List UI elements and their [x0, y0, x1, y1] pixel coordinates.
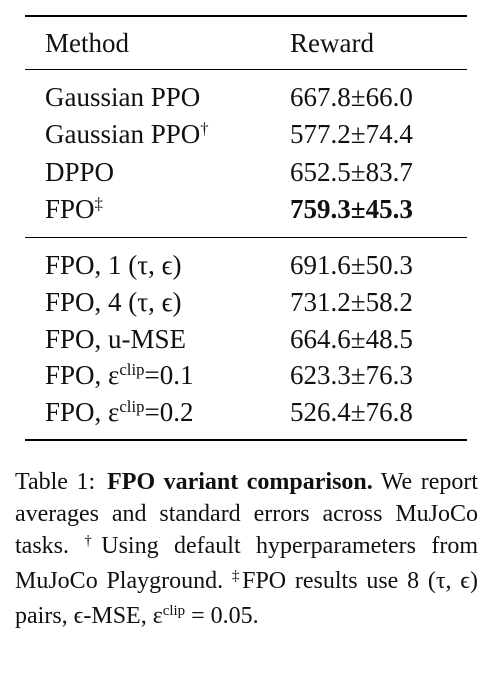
- caption-title: FPO variant comparison.: [107, 469, 373, 495]
- reward-cell: 667.8±66.0: [290, 81, 413, 113]
- caption-text: = 0.05.: [185, 603, 259, 629]
- reward-cell: 623.3±76.3: [290, 359, 413, 391]
- caption-label: Table 1:: [15, 469, 96, 495]
- reward-cell: 691.6±50.3: [290, 249, 413, 281]
- reward-cell: 652.5±83.7: [290, 156, 413, 188]
- method-tail: =0.1: [144, 360, 194, 391]
- method-tail: =0.2: [144, 397, 194, 428]
- method-cell: Gaussian PPO: [45, 81, 200, 113]
- method: FPO, ε: [45, 397, 120, 428]
- method: Gaussian PPO: [45, 82, 201, 112]
- reward: 577.2±74.4: [290, 119, 413, 150]
- reward-cell: 577.2±74.4: [290, 118, 413, 150]
- method: Gaussian PPO: [45, 119, 201, 150]
- reward: 691.6±50.3: [290, 250, 413, 280]
- method-cell: FPO, 1 (τ, ϵ): [45, 249, 182, 281]
- top-rule: [25, 15, 467, 17]
- method-cell: FPO‡: [45, 193, 103, 229]
- reward-cell: 731.2±58.2: [290, 286, 413, 318]
- reward: 664.6±48.5: [290, 323, 413, 354]
- method: FPO, ε: [45, 360, 120, 391]
- caption: Table 1: FPO variant comparison. We repo…: [15, 466, 478, 635]
- method-cell: FPO, εclip=0.2: [45, 396, 193, 432]
- method-sup: ‡: [94, 193, 103, 213]
- method-cell: FPO, u-MSE: [45, 323, 186, 355]
- caption-sup: †: [84, 532, 102, 549]
- method-sup: †: [200, 119, 209, 139]
- reward: 667.8±66.0: [290, 82, 413, 112]
- header-text: Reward: [290, 28, 374, 58]
- method-sup: clip: [119, 360, 145, 380]
- reward: 759.3±45.3: [290, 193, 413, 224]
- reward: 652.5±83.7: [290, 156, 413, 187]
- reward-cell: 664.6±48.5: [290, 323, 413, 355]
- caption-text: Using default hyperparameters from MuJoC…: [15, 533, 478, 594]
- group-rule: [25, 237, 467, 238]
- bottom-rule: [25, 439, 467, 441]
- header-cell: Reward: [290, 27, 374, 59]
- reward-cell: 526.4±76.8: [290, 396, 413, 428]
- method: FPO, 4 (τ, ϵ): [45, 286, 182, 317]
- method-cell: FPO, εclip=0.1: [45, 359, 193, 395]
- method: FPO: [45, 193, 95, 224]
- header-rule: [25, 69, 467, 70]
- caption-sup: clip: [162, 602, 186, 619]
- caption-text: FPO results use 8 (τ, ϵ) pairs, ϵ-MSE, ε: [15, 568, 478, 629]
- method: FPO, 1 (τ, ϵ): [45, 250, 182, 280]
- method-cell: FPO, 4 (τ, ϵ): [45, 286, 182, 318]
- header-cell: Method: [45, 27, 129, 59]
- method: DPPO: [45, 156, 115, 187]
- method-cell: DPPO: [45, 156, 114, 188]
- method: FPO, u-MSE: [45, 323, 187, 354]
- method-sup: clip: [119, 396, 145, 416]
- reward-cell: 759.3±45.3: [290, 193, 413, 225]
- reward: 623.3±76.3: [290, 360, 413, 391]
- reward: 526.4±76.8: [290, 397, 413, 428]
- caption-text: We report averages and standard errors a…: [15, 469, 479, 559]
- reward: 731.2±58.2: [290, 286, 413, 317]
- method-cell: Gaussian PPO†: [45, 118, 209, 154]
- header-text: Method: [45, 28, 129, 58]
- caption-sup: ‡: [231, 567, 243, 584]
